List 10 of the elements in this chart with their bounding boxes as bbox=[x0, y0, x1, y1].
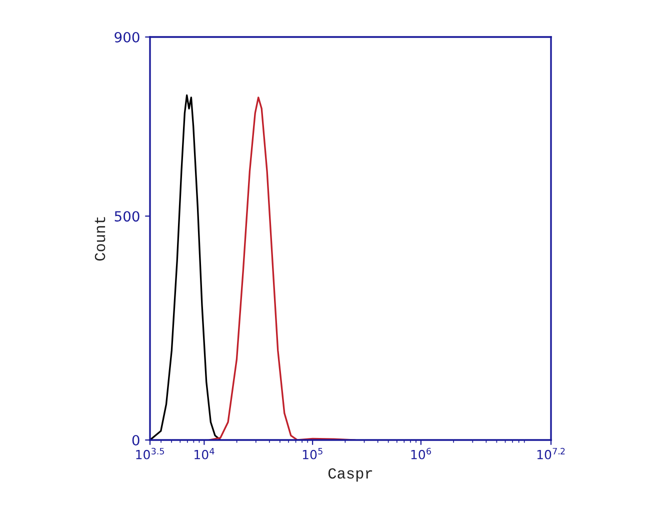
x-tick-label: 10$^{3.5}$ bbox=[136, 448, 164, 460]
y-tick-label: 0 bbox=[132, 434, 140, 446]
y-tick-label: 900 bbox=[114, 32, 140, 42]
y-tick-label: 500 bbox=[114, 211, 140, 222]
x-tick-label: 10$^{4}$ bbox=[194, 448, 214, 460]
x-tick-label: 10$^{7.2}$ bbox=[537, 448, 565, 460]
x-tick-label: 10$^{5}$ bbox=[302, 448, 322, 460]
x-tick-label: 10$^{6}$ bbox=[411, 448, 431, 460]
x-axis-title: Caspr bbox=[328, 468, 372, 482]
y-axis-title: Count bbox=[94, 217, 106, 261]
